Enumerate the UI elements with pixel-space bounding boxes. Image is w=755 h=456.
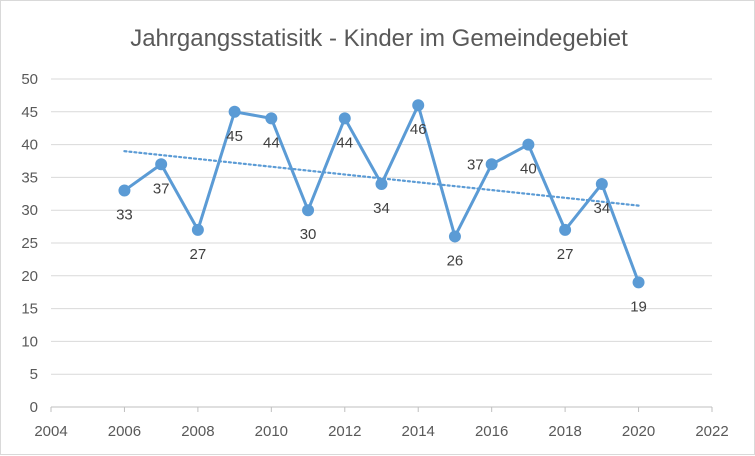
data-label: 37 bbox=[153, 180, 170, 197]
data-label: 26 bbox=[447, 252, 464, 269]
data-label: 44 bbox=[336, 134, 353, 151]
x-tick-label: 2022 bbox=[695, 423, 728, 440]
trendline-group bbox=[123, 150, 640, 207]
y-tick-label: 50 bbox=[21, 71, 38, 88]
data-label: 19 bbox=[630, 298, 647, 315]
x-tick-label: 2012 bbox=[328, 423, 361, 440]
data-point bbox=[632, 276, 645, 289]
y-tick-label: 5 bbox=[30, 366, 38, 383]
data-labels: 33 37 27 45 44 30 44 34 46 26 37 40 27 34 19 bbox=[116, 121, 647, 315]
x-tick-label: 2020 bbox=[622, 423, 655, 440]
x-tick-label: 2008 bbox=[181, 423, 214, 440]
x-tick-label: 2006 bbox=[108, 423, 141, 440]
axes: 0 5 10 15 20 25 30 35 40 45 50 2004 2006 2008 2010 2012… bbox=[21, 71, 728, 440]
data-label: 30 bbox=[300, 226, 317, 243]
data-point bbox=[302, 204, 315, 217]
data-point bbox=[448, 230, 461, 243]
x-tick-label: 2004 bbox=[34, 423, 67, 440]
y-tick-label: 20 bbox=[21, 268, 38, 285]
y-tick-label: 35 bbox=[21, 169, 38, 186]
y-tick-label: 40 bbox=[21, 137, 38, 154]
data-point bbox=[191, 223, 204, 236]
x-tick-label: 2016 bbox=[475, 423, 508, 440]
data-point bbox=[118, 184, 131, 197]
x-tick-label: 2018 bbox=[548, 423, 581, 440]
data-point bbox=[155, 158, 168, 171]
y-tick-label: 45 bbox=[21, 104, 38, 121]
data-label: 34 bbox=[593, 200, 610, 217]
data-label: 46 bbox=[410, 121, 427, 138]
data-point bbox=[338, 112, 351, 125]
y-tick-label: 25 bbox=[21, 235, 38, 252]
data-point bbox=[265, 112, 278, 125]
series-group bbox=[118, 99, 645, 289]
data-point bbox=[485, 158, 498, 171]
chart-title: Jahrgangsstatisitk - Kinder im Gemeindeg… bbox=[130, 25, 628, 52]
x-tick-label: 2010 bbox=[255, 423, 288, 440]
data-label: 27 bbox=[557, 246, 574, 263]
y-tick-label: 10 bbox=[21, 333, 38, 350]
data-label: 27 bbox=[190, 246, 207, 263]
trendline bbox=[123, 150, 640, 207]
data-label: 44 bbox=[263, 134, 280, 151]
data-label: 45 bbox=[226, 128, 243, 145]
data-point bbox=[559, 223, 572, 236]
data-point bbox=[375, 177, 388, 190]
y-tick-label: 30 bbox=[21, 202, 38, 219]
data-label: 40 bbox=[520, 161, 537, 178]
data-label: 34 bbox=[373, 200, 390, 217]
x-tick-label: 2014 bbox=[402, 423, 435, 440]
y-tick-label: 0 bbox=[30, 399, 38, 416]
y-tick-label: 15 bbox=[21, 301, 38, 318]
data-point bbox=[412, 99, 425, 112]
data-point bbox=[228, 105, 241, 118]
data-label: 37 bbox=[467, 156, 484, 173]
gridlines bbox=[51, 78, 712, 375]
data-label: 33 bbox=[116, 207, 133, 224]
data-point bbox=[595, 177, 608, 190]
data-point bbox=[522, 138, 535, 151]
